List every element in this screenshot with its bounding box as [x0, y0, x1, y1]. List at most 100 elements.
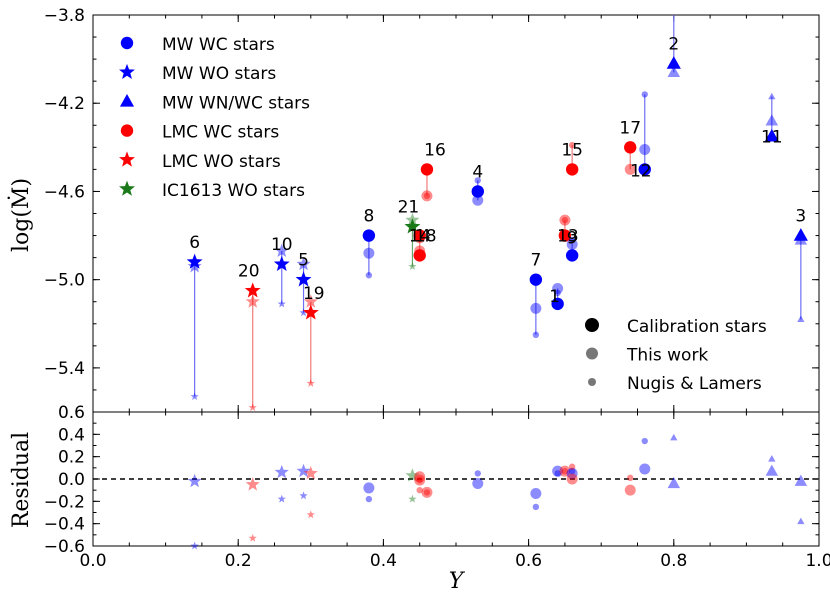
resid-y-tick-label: 0.0	[58, 470, 85, 490]
calib-marker-13	[558, 229, 572, 242]
size-legend-label-0: Calibration stars	[627, 317, 767, 337]
star-label-16: 16	[424, 140, 446, 160]
resid-y-tick-label: −0.6	[44, 537, 85, 557]
resid-thiswork-marker-3	[794, 474, 808, 486]
nugis-marker-5	[299, 308, 308, 317]
nugis-marker-9	[568, 236, 576, 244]
legend-label-1: MW WO stars	[162, 64, 276, 84]
nugis-marker-21	[408, 262, 417, 270]
legend-marker-3	[120, 124, 134, 137]
resid-nugis-marker-13	[561, 467, 569, 475]
star-label-6: 6	[189, 233, 200, 253]
resid-y-tick-label: −0.4	[44, 515, 85, 535]
calib-marker-2	[666, 56, 681, 69]
resid-nugis-marker-17	[627, 474, 634, 482]
resid-x-tick-label: 0.8	[660, 551, 687, 571]
calib-marker-18	[413, 229, 426, 242]
calib-marker-9	[565, 249, 579, 262]
main-y-ticks: −3.8 −4.2 −4.6 −5.0 −5.4	[44, 6, 819, 413]
calib-marker-20	[244, 282, 261, 298]
nugis-marker-4	[474, 177, 481, 184]
resid-thiswork-marker-13	[559, 465, 571, 477]
thiswork-marker-5	[296, 256, 311, 271]
thiswork-marker-19	[303, 294, 318, 308]
resid-y-tick-label: 0.2	[58, 448, 85, 468]
resid-thiswork-marker-8	[363, 482, 375, 494]
resid-nugis-marker-8	[365, 495, 373, 503]
star-label-3: 3	[795, 207, 806, 227]
resid-nugis-marker-20	[248, 533, 257, 542]
star-label-18: 18	[415, 227, 437, 247]
legend-marker-5	[119, 180, 135, 196]
residual-y-ticks: 0.60.4 0.20.0−0.2 −0.4−0.6	[44, 403, 819, 557]
legend-label-0: MW WC stars	[162, 35, 275, 55]
calib-marker-14	[413, 249, 426, 262]
main-y-axis-label: log(Ṁ)	[7, 178, 34, 252]
thiswork-marker-12	[639, 144, 651, 156]
resid-thiswork-marker-11	[765, 464, 779, 476]
thiswork-marker-17	[624, 163, 636, 175]
calib-marker-11	[764, 128, 779, 142]
resid-nugis-marker-10	[277, 494, 286, 503]
resid-y-tick-label: −0.2	[44, 492, 85, 512]
resid-nugis-marker-16	[423, 489, 431, 496]
resid-nugis-marker-4	[474, 470, 481, 477]
legend-marker-0	[120, 36, 134, 50]
resid-nugis-marker-5	[299, 491, 308, 500]
thiswork-marker-9	[566, 238, 578, 250]
star-label-15: 15	[561, 140, 583, 160]
main-y-tick-label: −4.6	[44, 182, 85, 202]
star-label-20: 20	[238, 262, 260, 282]
star-label-10: 10	[271, 235, 293, 255]
resid-nugis-marker-14	[416, 476, 423, 484]
star-label-21: 21	[398, 198, 420, 218]
star-label-7: 7	[530, 251, 541, 271]
calib-marker-10	[273, 255, 290, 271]
star-label-13: 13	[557, 227, 579, 247]
resid-thiswork-marker-5	[296, 463, 311, 478]
star-label-4: 4	[472, 162, 483, 182]
resid-y-tick-label: 0.6	[58, 403, 85, 423]
calib-marker-7	[529, 273, 543, 286]
calib-marker-15	[565, 163, 579, 176]
resid-nugis-marker-15	[568, 463, 576, 470]
resid-thiswork-marker-12	[639, 463, 651, 475]
resid-thiswork-marker-18	[414, 474, 426, 486]
resid-thiswork-marker-20	[245, 477, 260, 491]
nugis-marker-15	[568, 141, 576, 149]
size-legend-marker-0	[585, 318, 599, 332]
star-label-1: 1	[549, 287, 560, 307]
nugis-marker-8	[365, 272, 373, 279]
legend-label-4: LMC WO stars	[162, 152, 281, 172]
resid-nugis-marker-11	[768, 455, 776, 462]
main-y-tick-label: −3.8	[44, 6, 85, 26]
resid-thiswork-marker-19	[303, 465, 318, 480]
residual-points	[187, 433, 808, 550]
resid-thiswork-marker-9	[566, 467, 578, 479]
thiswork-marker-1	[552, 282, 564, 294]
star-label-2: 2	[668, 35, 679, 55]
legend-marker-2	[119, 93, 135, 107]
star-label-5: 5	[298, 251, 309, 271]
star-label-12: 12	[630, 161, 652, 181]
calib-marker-3	[793, 228, 808, 241]
resid-thiswork-marker-10	[274, 464, 289, 479]
resid-nugis-marker-18	[416, 486, 423, 494]
x-axis-label: Y	[449, 569, 466, 594]
thiswork-marker-2	[667, 65, 681, 77]
resid-nugis-marker-7	[532, 503, 540, 511]
resid-nugis-marker-2	[670, 433, 678, 441]
resid-thiswork-marker-6	[187, 473, 202, 488]
resid-x-tick-label: 0.2	[225, 551, 252, 571]
legend-label-5: IC1613 WO stars	[162, 181, 305, 201]
calib-marker-4	[471, 185, 484, 198]
residual-x-ticks: 0.0 0.2 0.4 0.6 0.8 1.0	[79, 412, 830, 571]
main-y-tick-label: −5.4	[44, 359, 85, 379]
calib-marker-8	[362, 229, 376, 242]
size-legend-label-2: Nugis & Lamers	[627, 374, 762, 394]
legend-label-2: MW WN/WC stars	[162, 93, 310, 113]
resid-thiswork-marker-14	[414, 471, 426, 483]
nugis-marker-13	[561, 216, 569, 224]
thiswork-marker-16	[421, 190, 433, 202]
